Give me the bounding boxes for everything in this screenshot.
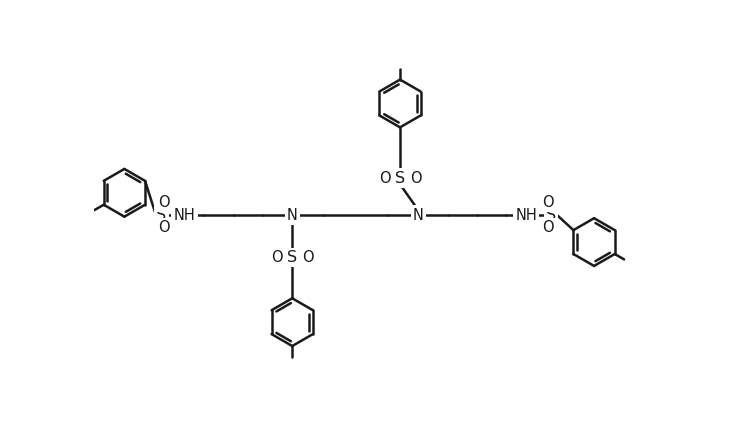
Text: NH: NH — [515, 207, 537, 223]
Text: N: N — [287, 207, 298, 223]
Text: S: S — [156, 207, 167, 223]
Text: O: O — [542, 195, 553, 210]
Text: O: O — [302, 250, 313, 265]
Text: S: S — [546, 207, 556, 223]
Text: N: N — [413, 207, 424, 223]
Text: O: O — [410, 171, 421, 186]
Text: O: O — [271, 250, 283, 265]
Text: NH: NH — [173, 207, 195, 223]
Text: O: O — [379, 171, 390, 186]
Text: S: S — [395, 171, 405, 186]
Text: S: S — [287, 250, 297, 265]
Text: O: O — [159, 195, 170, 210]
Text: O: O — [159, 220, 170, 235]
Text: O: O — [542, 220, 553, 235]
